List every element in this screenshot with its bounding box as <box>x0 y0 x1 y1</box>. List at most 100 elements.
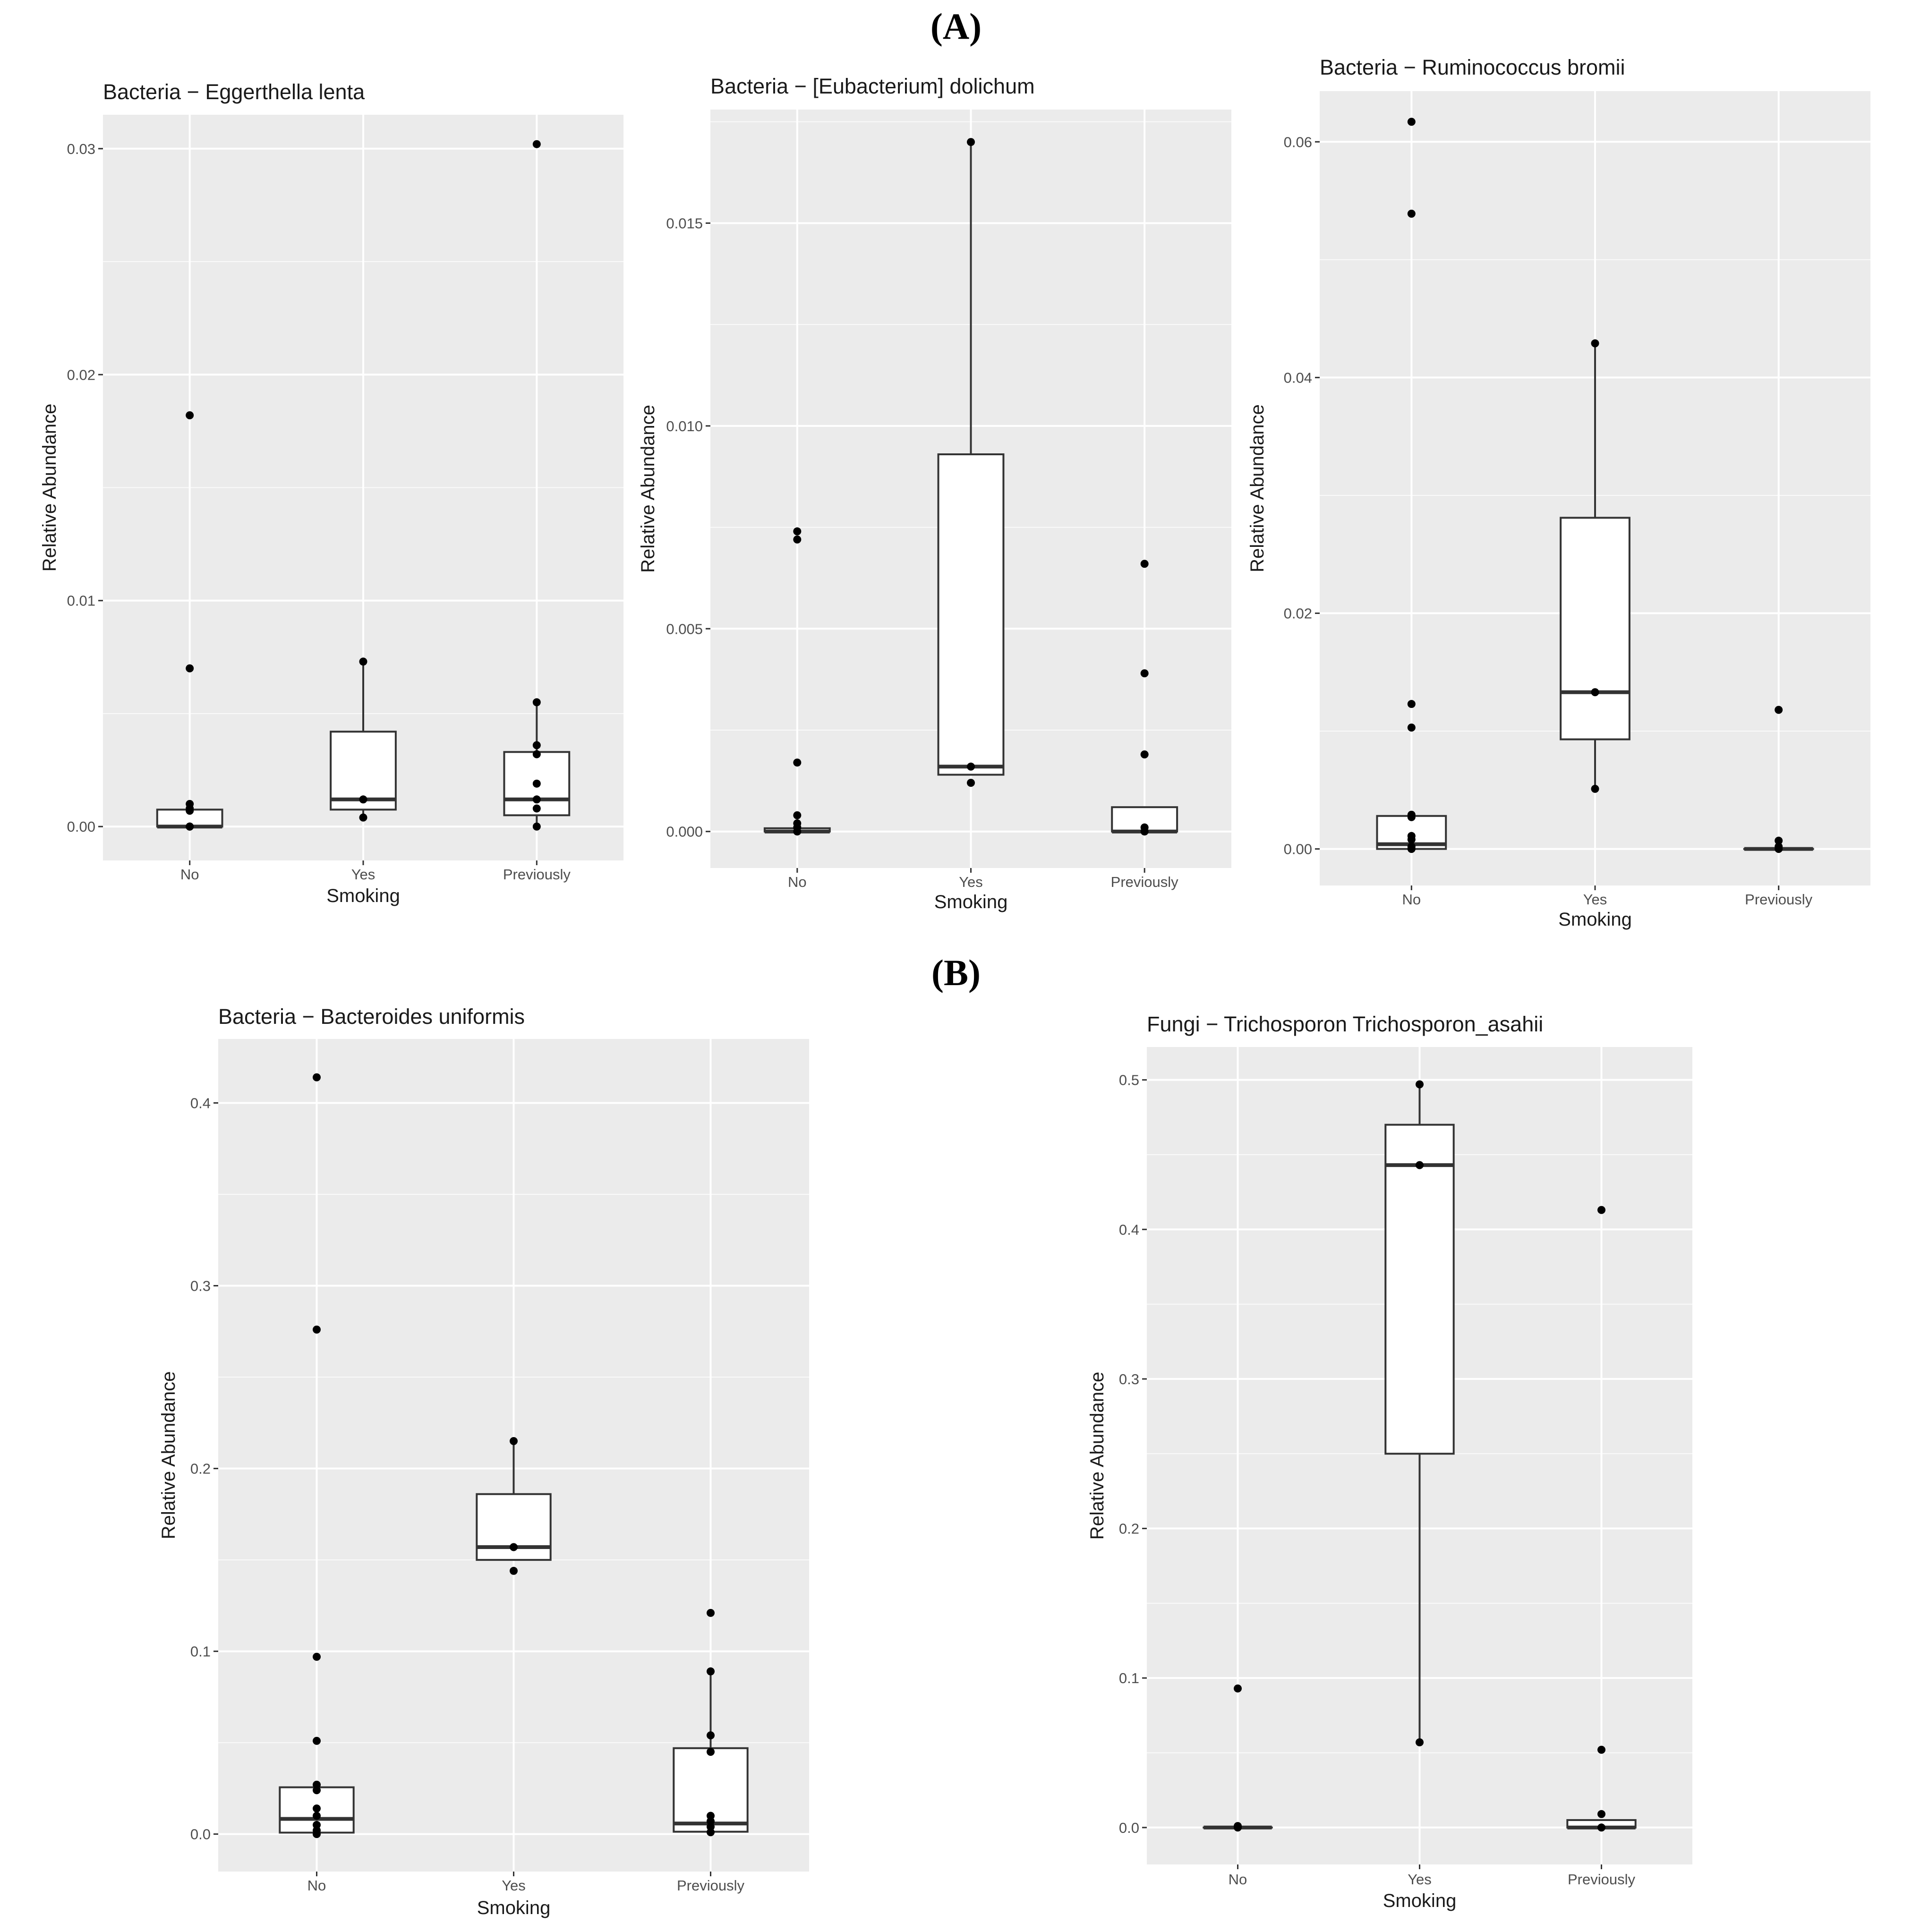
x-tick-label: Previously <box>1745 891 1812 908</box>
data-point <box>793 527 802 536</box>
data-point <box>313 1804 321 1813</box>
data-point <box>510 1566 518 1575</box>
x-tick-label: No <box>307 1877 326 1894</box>
y-tick-label: 0.4 <box>190 1095 211 1111</box>
data-point <box>793 827 802 836</box>
x-axis-title: Smoking <box>477 1898 551 1918</box>
y-axis-title: Relative Abundance <box>1087 1372 1108 1540</box>
data-point <box>186 822 194 831</box>
data-point <box>1597 1206 1605 1214</box>
data-point <box>1775 845 1783 853</box>
data-point <box>510 1543 518 1551</box>
y-axis-title: Relative Abundance <box>158 1371 179 1540</box>
x-axis-title: Smoking <box>1383 1890 1457 1911</box>
data-point <box>359 657 367 666</box>
data-point <box>359 813 367 822</box>
data-point <box>313 1325 321 1334</box>
section-label-a: (A) <box>930 6 982 47</box>
chart-title: Bacteria − Eggerthella lenta <box>103 80 365 104</box>
section-label-b: (B) <box>931 952 981 993</box>
data-point <box>313 1652 321 1661</box>
data-point <box>313 1780 321 1789</box>
data-point <box>532 741 541 749</box>
y-tick-label: 0.5 <box>1119 1072 1139 1089</box>
data-point <box>1407 700 1416 708</box>
data-point <box>1416 1080 1424 1089</box>
data-point <box>1591 688 1599 697</box>
data-point <box>793 811 802 819</box>
data-point <box>313 1786 321 1795</box>
data-point <box>967 138 975 146</box>
data-point <box>313 1830 321 1838</box>
data-point <box>1591 339 1599 348</box>
data-point <box>359 795 367 804</box>
data-point <box>1416 1738 1424 1746</box>
x-tick-label: Previously <box>1568 1871 1635 1888</box>
y-tick-label: 0.1 <box>1119 1670 1139 1686</box>
y-tick-label: 0.0 <box>190 1826 211 1843</box>
y-tick-label: 0.1 <box>190 1643 211 1660</box>
chart-bacteroides-uniformis: Bacteria − Bacteroides uniformis Smoking… <box>158 1004 809 1918</box>
data-point <box>1140 669 1149 678</box>
y-tick-label: 0.015 <box>666 215 703 231</box>
y-tick-label: 0.06 <box>1284 134 1312 150</box>
data-point <box>707 1609 715 1617</box>
chart-title: Fungi − Trichosporon Trichosporon_asahii <box>1147 1012 1543 1036</box>
data-point <box>1407 813 1416 821</box>
data-point <box>1234 1684 1242 1693</box>
x-tick-label: Yes <box>1583 891 1607 908</box>
x-tick-label: Previously <box>1111 874 1178 890</box>
chart-eggerthella-lenta: Bacteria − Eggerthella lenta Smoking Rel… <box>39 80 623 906</box>
data-point <box>967 779 975 787</box>
x-axis-title: Smoking <box>326 885 400 906</box>
y-tick-label: 0.005 <box>666 621 703 637</box>
x-axis-title: Smoking <box>1558 909 1632 930</box>
data-point <box>313 1812 321 1820</box>
y-tick-label: 0.03 <box>67 141 95 157</box>
data-point <box>707 1828 715 1837</box>
y-tick-label: 0.04 <box>1284 369 1312 386</box>
data-point <box>1407 723 1416 732</box>
chart-ruminococcus-bromii: Bacteria − Ruminococcus bromii Smoking R… <box>1247 55 1870 930</box>
data-point <box>707 1731 715 1740</box>
box-yes <box>937 142 1005 776</box>
data-point <box>967 762 975 771</box>
data-point <box>510 1437 518 1446</box>
data-point <box>1597 1745 1605 1754</box>
y-axis-title: Relative Abundance <box>638 405 658 573</box>
x-tick-label: Yes <box>959 874 983 890</box>
y-tick-label: 0.010 <box>666 418 703 434</box>
data-point <box>532 795 541 804</box>
y-tick-label: 0.0 <box>1119 1820 1139 1836</box>
data-point <box>1140 750 1149 759</box>
iqr-box <box>937 453 1005 776</box>
x-tick-label: Yes <box>1408 1871 1432 1888</box>
y-axis-title: Relative Abundance <box>39 404 60 572</box>
data-point <box>1407 845 1416 853</box>
y-tick-label: 0.4 <box>1119 1221 1139 1238</box>
x-tick-label: Yes <box>502 1877 526 1894</box>
data-point <box>1407 210 1416 218</box>
y-tick-label: 0.3 <box>1119 1371 1139 1387</box>
data-point <box>1597 1810 1605 1818</box>
data-point <box>1140 827 1149 836</box>
data-point <box>1775 836 1783 845</box>
data-point <box>186 807 194 815</box>
data-point <box>1140 560 1149 568</box>
chart-title: Bacteria − Ruminococcus bromii <box>1320 55 1625 79</box>
data-point <box>1416 1161 1424 1169</box>
data-point <box>532 750 541 758</box>
y-tick-label: 0.2 <box>190 1461 211 1477</box>
data-point <box>186 411 194 419</box>
x-tick-label: Yes <box>351 866 376 883</box>
data-point <box>1407 118 1416 126</box>
x-tick-label: No <box>788 874 807 890</box>
data-point <box>313 1736 321 1745</box>
data-point <box>1597 1823 1605 1832</box>
box-yes <box>1384 1084 1455 1743</box>
y-tick-label: 0.2 <box>1119 1521 1139 1537</box>
y-tick-label: 0.000 <box>666 824 703 840</box>
x-tick-label: Previously <box>677 1877 744 1894</box>
y-axis-title: Relative Abundance <box>1247 404 1268 572</box>
